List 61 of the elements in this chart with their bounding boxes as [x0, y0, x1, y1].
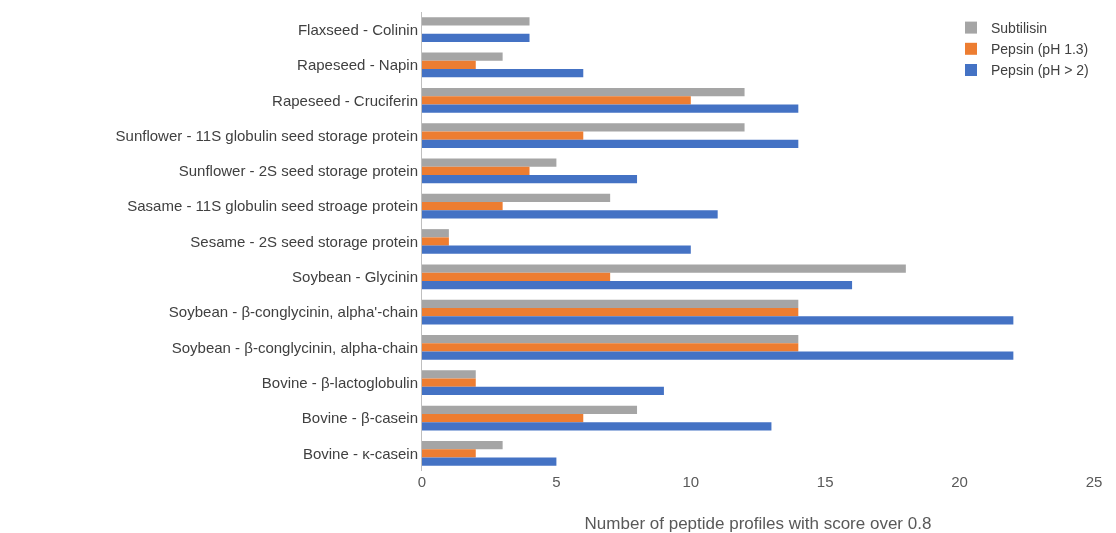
bar [422, 193, 611, 203]
bar [422, 131, 584, 140]
bar [422, 158, 557, 167]
bar [422, 457, 557, 466]
bar [422, 343, 799, 352]
bar [422, 335, 799, 344]
x-tick-label: 20 [951, 473, 968, 490]
bar [422, 123, 745, 132]
bar [422, 272, 611, 281]
x-tick-label: 5 [552, 473, 561, 490]
bar [422, 87, 745, 97]
y-tick-label: Rapeseed - Napin [297, 56, 418, 74]
bar [422, 33, 530, 43]
bar [422, 52, 503, 61]
y-tick-label: Sasame - 11S globulin seed stroage protein [127, 197, 418, 215]
bar [422, 104, 799, 113]
x-axis-title: Number of peptide profiles with score over 0.8 [584, 514, 932, 533]
bar [422, 316, 1014, 325]
bar [422, 378, 476, 387]
bar [422, 405, 638, 414]
bar [422, 280, 853, 290]
bar [422, 96, 691, 105]
y-tick-label: Bovine - κ-casein [302, 444, 418, 462]
bar [422, 245, 691, 254]
y-tick-label: Rapeseed - Cruciferin [272, 91, 418, 109]
y-tick-label: Flaxseed - Colinin [297, 20, 418, 38]
y-tick-label: Sesame - 2S seed storage protein [190, 232, 418, 250]
bar [422, 370, 476, 379]
y-tick-label: Soybean - Glycinin [292, 268, 418, 286]
legend-label: Pepsin (pH > 2) [991, 62, 1089, 79]
bar [422, 210, 718, 219]
bar [422, 440, 503, 450]
bar [422, 139, 799, 148]
bar [422, 308, 799, 317]
x-tick-label: 10 [682, 473, 700, 490]
bar [422, 351, 1014, 360]
bar [422, 237, 449, 246]
bar [422, 69, 584, 78]
y-tick-label: Sunflower - 2S seed storage protein [178, 162, 418, 180]
bar [422, 299, 799, 308]
y-tick-label: Sunflower - 11S globulin seed storage protein [115, 126, 418, 144]
x-tick-label: 25 [1085, 473, 1103, 490]
bar [422, 413, 584, 423]
bar [422, 202, 503, 211]
bar [422, 60, 476, 70]
bar [422, 449, 476, 458]
y-tick-label: Soybean - β-conglycinin, alpha-chain [171, 338, 418, 356]
bar [422, 229, 449, 238]
bar [422, 264, 906, 273]
legend-label: Pepsin (pH 1.3) [991, 41, 1089, 58]
legend-label: Subtilisin [991, 20, 1048, 37]
y-tick-label: Bovine - β-lactoglobulin [261, 373, 418, 391]
x-tick-label: 0 [417, 473, 427, 490]
bar [422, 17, 530, 26]
y-tick-label: Bovine - β-casein [301, 409, 418, 427]
y-tick-label: Soybean - β-conglycinin, alpha'-chain [168, 303, 418, 321]
bar [422, 422, 772, 431]
bar [422, 166, 530, 175]
x-tick-label: 15 [816, 473, 834, 490]
bar [422, 386, 664, 396]
bar [422, 175, 638, 184]
